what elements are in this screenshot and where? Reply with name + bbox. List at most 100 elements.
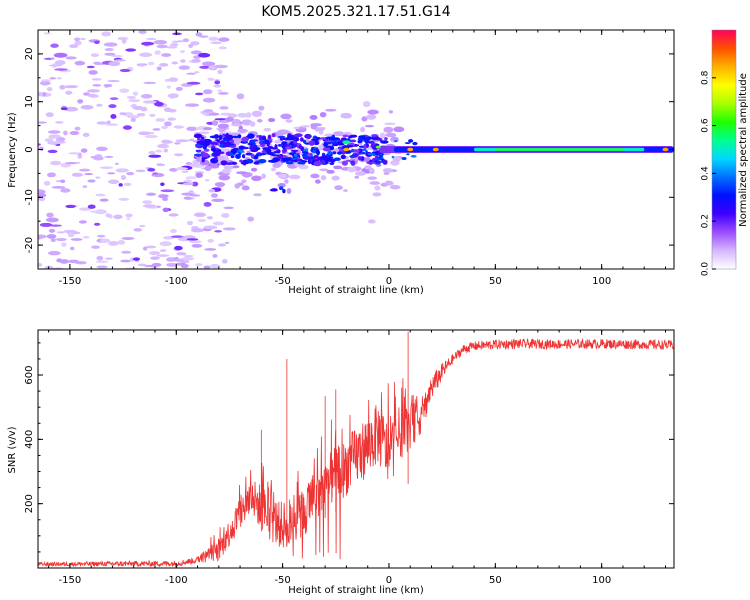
spectrogram-speck	[365, 150, 368, 154]
spectrogram-noise-blob	[54, 68, 68, 71]
colorbar-tick-label: 0.2	[701, 214, 711, 228]
spectrogram-halo-blob	[367, 219, 376, 224]
spectrogram-noise-blob	[96, 146, 108, 152]
spectrogram-halo-blob	[208, 112, 220, 116]
spectrogram-noise-blob	[195, 263, 203, 267]
spectrogram-noise-blob	[203, 225, 218, 230]
spectrogram-noise-blob	[74, 40, 82, 46]
spectrogram-halo-blob	[319, 168, 329, 172]
spectrogram-noise-blob	[120, 259, 131, 263]
spectrogram-noise-blob	[203, 202, 212, 207]
spectrogram-noise-blob	[143, 246, 148, 251]
spectrogram-noise-blob	[38, 193, 47, 198]
spectrogram-noise-blob	[208, 188, 216, 193]
spectrogram-noise-blob	[69, 130, 80, 136]
spectrogram-noise-blob	[121, 236, 135, 240]
spectrogram-noise-blob	[59, 259, 70, 264]
spectrogram-noise-blob	[166, 262, 178, 267]
spectrogram-noise-blob	[50, 43, 59, 48]
spectrogram-noise-blob	[125, 213, 133, 218]
spectrogram-halo-blob	[366, 114, 377, 120]
spectrogram-noise-blob	[87, 179, 96, 183]
spectrogram-noise-blob	[114, 162, 119, 166]
spectrogram-halo-blob	[374, 185, 381, 191]
spectrogram-noise-blob	[218, 46, 228, 50]
spectrogram-core-blob	[346, 159, 352, 162]
spectrogram-noise-blob	[178, 65, 191, 70]
spectrogram-noise-blob	[78, 168, 91, 172]
spectrogram-speck	[404, 142, 411, 144]
spectrogram-noise-blob	[87, 204, 96, 209]
spectrogram-strong-peak	[407, 147, 414, 152]
spectrogram-halo-blob	[236, 93, 245, 100]
spectrogram-core-blob	[210, 147, 216, 152]
spectrogram-halo-blob	[372, 192, 382, 197]
spectrogram-speck	[408, 139, 414, 143]
spectrogram-halo-blob	[277, 183, 286, 188]
spectrogram-core-blob	[313, 160, 322, 167]
spectrogram-core-blob	[198, 140, 206, 145]
spectrogram-speck	[273, 151, 278, 154]
spectrogram-halo-blob	[235, 171, 248, 175]
spectrogram-noise-blob	[180, 263, 189, 269]
spectrogram-noise-blob	[55, 138, 61, 142]
spectrogram-halo-blob	[318, 129, 324, 135]
spectrogram-core-blob	[325, 136, 334, 140]
spectrogram-noise-blob	[150, 256, 160, 260]
spectrogram-core-blob	[201, 156, 205, 163]
spectrogram-core-blob	[305, 133, 312, 140]
spectrogram-noise-blob	[60, 179, 66, 184]
spectrogram-noise-blob	[167, 93, 179, 99]
colorbar: 0.0 0.2 0.4 0.6 0.8 Normalized spectral ampl…	[701, 29, 749, 276]
spectrogram-core-blob	[214, 155, 218, 161]
spectrogram-core-blob	[263, 139, 270, 145]
snr-xtick-label: -50	[274, 575, 290, 586]
spectrogram-peak	[342, 140, 351, 145]
spectrogram-core-blob	[302, 139, 307, 144]
spectrogram-noise-blob	[207, 77, 215, 81]
spectrogram-noise-blob	[49, 77, 57, 80]
stable-line-center	[495, 148, 623, 151]
spectrogram-halo-blob	[361, 116, 368, 122]
spectrogram-noise-blob	[50, 57, 55, 60]
spectrogram-speck	[239, 149, 244, 153]
spectrogram-core-blob	[371, 134, 378, 137]
spectrogram-noise-blob	[48, 228, 56, 233]
spectrogram-core-blob	[230, 148, 239, 154]
spectrogram-noise-blob	[203, 265, 211, 269]
spectrogram-noise-blob	[65, 90, 73, 95]
spectrogram-core-blob	[268, 139, 273, 143]
spectrogram-noise-blob	[110, 55, 124, 58]
spectrogram-halo-blob	[230, 123, 243, 127]
colorbar-tick-label: 0.4	[701, 166, 711, 181]
spectrogram-noise-blob	[107, 79, 120, 83]
spectrogram-halo-blob	[340, 112, 352, 119]
spectrogram-halo-blob	[251, 175, 262, 182]
spectrogram-halo-blob	[367, 176, 378, 180]
spectrogram-halo-blob	[285, 119, 293, 123]
spectrogram-noise-blob	[218, 243, 226, 247]
snr-ylabel: SNR (v/v)	[7, 426, 18, 473]
spectrogram-halo-blob	[300, 125, 311, 128]
spectrogram-noise-blob	[64, 85, 78, 89]
spectrogram-core-blob	[231, 162, 238, 165]
spectrogram-noise-blob	[176, 252, 187, 256]
spectrogram-noise-blob	[186, 81, 201, 85]
spectrogram-speck	[262, 141, 266, 144]
spectrogram-noise-blob	[168, 213, 179, 217]
spectrogram-noise-blob	[143, 204, 157, 208]
spectrogram-noise-blob	[166, 46, 178, 49]
spectrogram-core-blob	[239, 159, 243, 163]
spectrogram-noise-blob	[83, 92, 90, 96]
spectrogram-speck	[254, 147, 261, 151]
spectrogram-noise-blob	[120, 175, 127, 180]
spectrogram-core-blob	[214, 142, 219, 146]
spectrogram-speck	[337, 151, 342, 155]
spectrogram-noise-blob	[213, 84, 222, 88]
spectrogram-noise-blob	[190, 50, 202, 55]
spectrogram-noise-blob	[199, 35, 209, 38]
spectrogram-core-blob	[349, 139, 357, 143]
spectrogram-noise-blob	[74, 60, 86, 66]
snr-ytick-label: 600	[24, 365, 35, 384]
spectrogram-core-blob	[308, 140, 315, 146]
